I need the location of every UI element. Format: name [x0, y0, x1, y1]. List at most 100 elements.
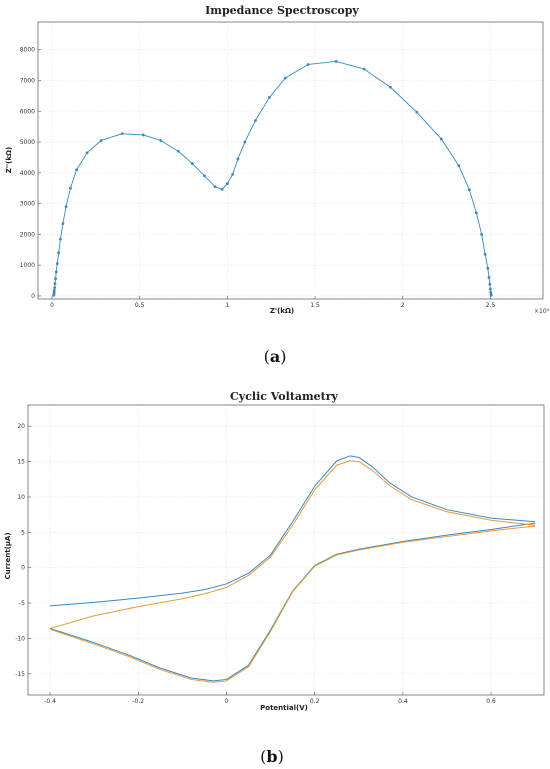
chartA-data-point	[489, 290, 493, 294]
chartA-data-point	[389, 85, 392, 89]
impedance-chart-title: Impedance Spectroscopy	[205, 4, 359, 17]
chartA-x-tick-label: 0	[50, 302, 54, 309]
chartA-data-point	[306, 63, 310, 66]
chartA-data-point	[439, 137, 443, 141]
chartA-y-tick-label: 4000	[20, 170, 35, 177]
chartA-data-point	[75, 168, 78, 172]
chartA-data-point	[415, 110, 419, 114]
chartB-y-tick-label: 10	[17, 494, 25, 501]
impedance-ticks: 0 0.5 1 1.5 2 2.5 0 1000 2000 3000 4000 5000 6000 700…	[20, 47, 496, 309]
impedance-x-multiplier: ×10⁴	[534, 308, 550, 315]
chartA-data-point	[53, 282, 57, 286]
chartB-series-line	[49, 522, 536, 682]
chartA-data-point	[54, 277, 57, 281]
chartA-data-point	[176, 149, 180, 153]
chartA-x-tick-label: 1.5	[310, 302, 320, 309]
chartA-data-point	[268, 96, 271, 99]
chartA-x-tick-label: 1	[225, 302, 229, 309]
chartB-series-line	[50, 455, 536, 607]
chartA-data-point	[53, 286, 57, 290]
chartB-x-tick-label: 0	[225, 698, 229, 705]
voltammetry-x-label: Potential(V)	[260, 704, 308, 712]
caption-a-letter: a	[270, 347, 280, 366]
chartA-data-point	[236, 157, 240, 161]
chartB-y-tick-label: -5	[19, 600, 25, 607]
chartA-data-point	[64, 205, 68, 209]
chartA-series-line	[53, 60, 492, 296]
chartA-data-point	[457, 164, 461, 168]
chartA-data-point	[243, 140, 247, 144]
voltammetry-series	[49, 455, 536, 683]
chartA-data-point	[487, 276, 491, 279]
impedance-series	[52, 60, 493, 297]
chartB-x-tick-label: -0.2	[132, 698, 144, 705]
chartA-data-point	[69, 186, 72, 190]
chartA-x-tick-label: 2.5	[486, 302, 496, 309]
impedance-grid	[38, 22, 543, 299]
chartA-data-point	[480, 232, 484, 236]
chartB-y-tick-label: 20	[17, 423, 25, 430]
chartA-data-point	[141, 133, 145, 137]
chartB-series-line	[49, 460, 536, 629]
impedance-chart: Impedance Spectroscopy 0 0.5 1 1.5 2 2.5 0 1000…	[5, 4, 550, 315]
chartA-y-tick-label: 6000	[20, 108, 35, 115]
voltammetry-ticks: -0.4 -0.2 0 0.2 0.4 0.6 -15 -10 -5 0 5 10 15 20	[15, 423, 496, 705]
chartA-data-point	[52, 291, 56, 294]
chartA-data-point	[213, 185, 217, 189]
caption-b: (b)	[260, 747, 284, 766]
chartA-data-point	[85, 151, 89, 155]
chartA-data-point	[474, 211, 478, 215]
chartB-series-line	[49, 525, 536, 683]
chartA-data-point	[190, 162, 194, 165]
chartA-data-point	[362, 67, 366, 71]
chartB-x-tick-label: 0.2	[310, 698, 320, 705]
chartA-data-point	[220, 188, 224, 191]
chartA-data-point	[120, 132, 124, 136]
chartA-data-point	[61, 222, 65, 225]
chartA-y-tick-label: 1000	[20, 262, 35, 269]
chartA-data-point	[334, 60, 338, 63]
chartA-x-tick-label: 0.5	[135, 302, 145, 309]
impedance-x-label: Z'(kΩ)	[270, 307, 294, 315]
chartA-y-tick-label: 2000	[20, 231, 35, 238]
chartA-y-tick-label: 5000	[20, 139, 35, 146]
chartB-x-tick-label: 0.6	[486, 698, 496, 705]
chartA-data-point	[225, 182, 229, 185]
chartB-y-tick-label: -10	[15, 635, 25, 642]
chartB-y-tick-label: 0	[21, 565, 25, 572]
chartA-data-point	[59, 237, 62, 241]
chartA-data-point	[254, 119, 257, 122]
chartA-data-point	[488, 282, 492, 286]
chartA-data-point	[231, 172, 235, 176]
chartA-data-point	[203, 174, 206, 178]
chartB-y-tick-label: -15	[15, 671, 25, 678]
chartB-y-tick-label: 15	[17, 459, 25, 466]
voltammetry-y-label: Current(μA)	[4, 532, 12, 579]
chartA-data-point	[489, 287, 492, 291]
chartA-data-point	[52, 288, 56, 292]
chartA-y-tick-label: 3000	[20, 201, 35, 208]
voltammetry-chart: Cyclic Voltametry -0.4 -0.2 0 0.2 0.4 0.6-15-…	[4, 390, 545, 712]
chartA-data-point	[467, 188, 471, 192]
chartA-data-point	[486, 266, 490, 270]
chartA-data-point	[283, 76, 287, 80]
caption-b-letter: b	[266, 747, 277, 766]
voltammetry-chart-title: Cyclic Voltametry	[230, 390, 338, 403]
chartA-y-tick-label: 8000	[20, 47, 35, 54]
chartA-data-point	[55, 262, 59, 266]
chartA-y-tick-label: 7000	[20, 77, 35, 84]
impedance-plot-frame	[37, 21, 544, 300]
caption-a: (a)	[264, 347, 287, 366]
chartA-data-point	[159, 139, 163, 142]
chartA-data-point	[57, 251, 61, 255]
chartA-data-point	[483, 252, 487, 256]
impedance-y-label: Z''(kΩ)	[5, 147, 13, 173]
voltammetry-grid	[28, 405, 544, 695]
chartB-x-tick-label: -0.4	[44, 698, 56, 705]
chartB-y-tick-label: 5	[21, 529, 25, 536]
chartA-y-tick-label: 0	[31, 293, 35, 300]
chartA-x-tick-label: 2	[401, 302, 405, 309]
chartA-data-point	[489, 293, 493, 297]
chartA-data-point	[54, 270, 58, 274]
